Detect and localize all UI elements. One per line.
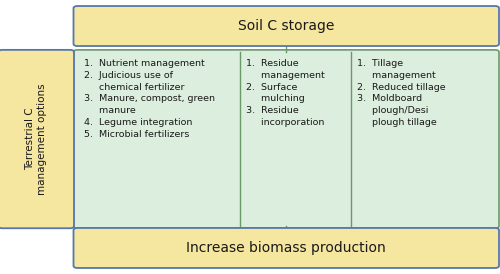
Text: Soil C storage: Soil C storage [238, 19, 334, 33]
Text: Increase biomass production: Increase biomass production [186, 241, 386, 255]
Text: 1.  Nutrient management
2.  Judicious use of
     chemical fertilizer
3.  Manure: 1. Nutrient management 2. Judicious use … [84, 59, 214, 139]
FancyBboxPatch shape [74, 228, 499, 268]
Text: 1.  Residue
     management
2.  Surface
     mulching
3.  Residue
     incorpora: 1. Residue management 2. Surface mulchin… [246, 59, 325, 127]
Text: 1.  Tillage
     management
2.  Reduced tillage
3.  Moldboard
     plough/Desi
 : 1. Tillage management 2. Reduced tillage… [357, 59, 446, 127]
FancyBboxPatch shape [74, 50, 499, 228]
Text: Terrestrial C
management options: Terrestrial C management options [26, 83, 47, 195]
FancyBboxPatch shape [74, 6, 499, 46]
FancyBboxPatch shape [0, 50, 74, 228]
